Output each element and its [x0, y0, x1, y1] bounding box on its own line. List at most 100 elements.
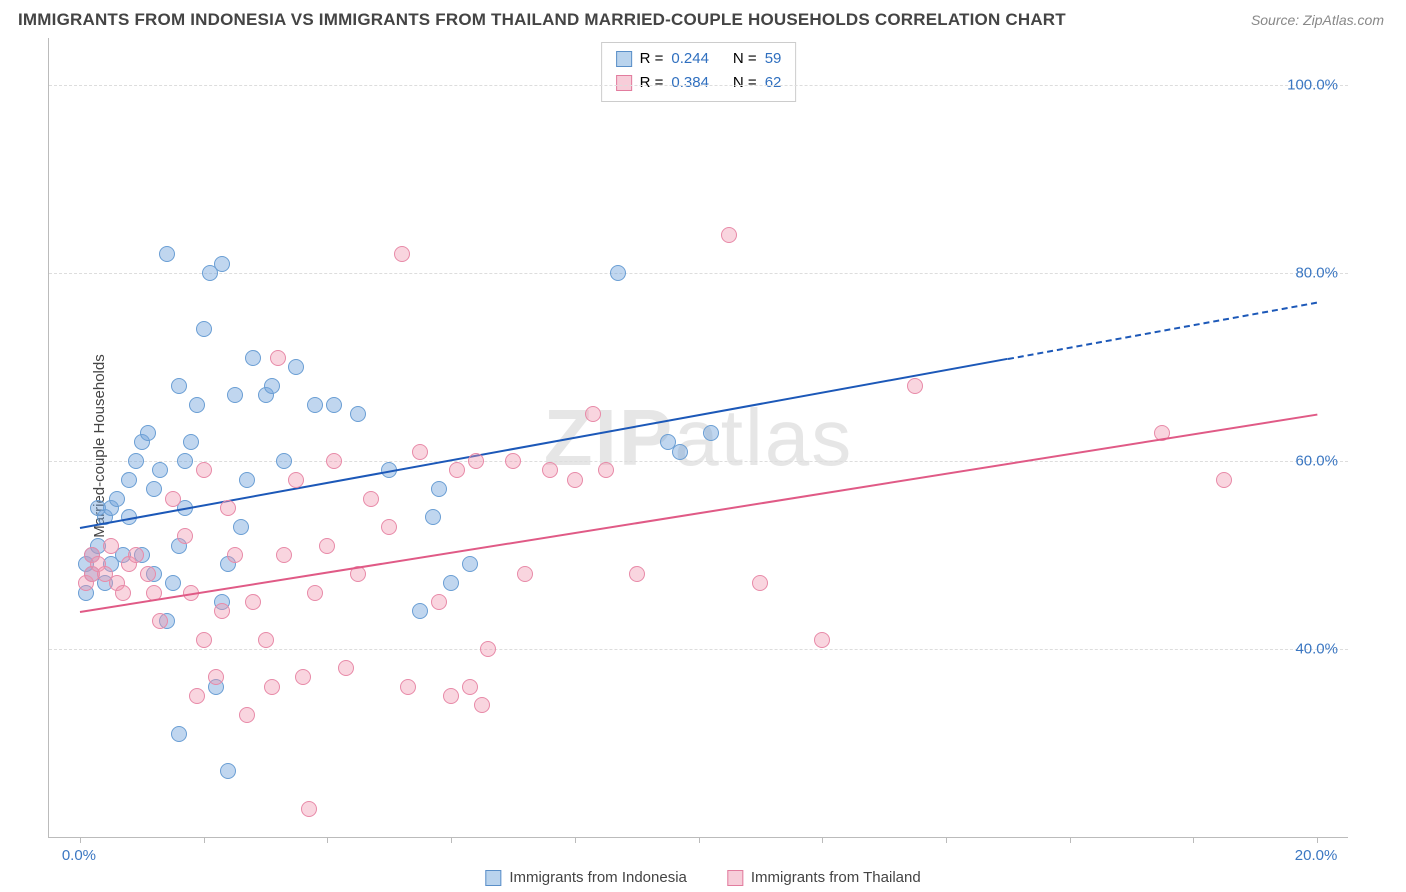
data-point: [288, 472, 304, 488]
data-point: [350, 406, 366, 422]
data-point: [196, 632, 212, 648]
data-point: [233, 519, 249, 535]
swatch-indonesia-icon: [485, 870, 501, 886]
data-point: [400, 679, 416, 695]
data-point: [672, 444, 688, 460]
data-point: [431, 594, 447, 610]
x-tick: [451, 837, 452, 843]
data-point: [245, 594, 261, 610]
source-attribution: Source: ZipAtlas.com: [1251, 12, 1384, 28]
swatch-thailand-icon: [616, 75, 632, 91]
chart-container: IMMIGRANTS FROM INDONESIA VS IMMIGRANTS …: [0, 0, 1406, 892]
data-point: [227, 387, 243, 403]
data-point: [338, 660, 354, 676]
data-point: [128, 453, 144, 469]
y-tick-label: 60.0%: [1295, 453, 1338, 470]
data-point: [381, 519, 397, 535]
data-point: [103, 538, 119, 554]
data-point: [394, 246, 410, 262]
data-point: [165, 491, 181, 507]
n-label: N =: [733, 47, 757, 71]
data-point: [214, 603, 230, 619]
data-point: [629, 566, 645, 582]
x-tick: [1193, 837, 1194, 843]
r-value-thailand: 0.384: [671, 71, 709, 95]
data-point: [907, 378, 923, 394]
legend-row-thailand: R = 0.384 N = 62: [616, 71, 782, 95]
data-point: [227, 547, 243, 563]
n-value-thailand: 62: [765, 71, 782, 95]
data-point: [276, 453, 292, 469]
data-point: [177, 453, 193, 469]
trendline-extrapolation: [1008, 301, 1318, 359]
data-point: [214, 256, 230, 272]
x-tick: [80, 837, 81, 843]
data-point: [307, 585, 323, 601]
data-point: [295, 669, 311, 685]
y-tick-label: 40.0%: [1295, 641, 1338, 658]
data-point: [567, 472, 583, 488]
data-point: [208, 669, 224, 685]
data-point: [542, 462, 558, 478]
x-tick-label: 20.0%: [1295, 847, 1338, 864]
data-point: [115, 585, 131, 601]
data-point: [140, 566, 156, 582]
data-point: [189, 397, 205, 413]
data-point: [171, 378, 187, 394]
data-point: [258, 632, 274, 648]
data-point: [177, 528, 193, 544]
data-point: [326, 397, 342, 413]
gridline: [49, 649, 1348, 650]
legend-item-thailand: Immigrants from Thailand: [727, 869, 921, 886]
data-point: [517, 566, 533, 582]
x-tick: [204, 837, 205, 843]
data-point: [239, 472, 255, 488]
data-point: [307, 397, 323, 413]
legend-row-indonesia: R = 0.244 N = 59: [616, 47, 782, 71]
r-value-indonesia: 0.244: [671, 47, 709, 71]
data-point: [301, 801, 317, 817]
data-point: [443, 688, 459, 704]
data-point: [152, 462, 168, 478]
legend-label-thailand: Immigrants from Thailand: [751, 869, 921, 886]
data-point: [431, 481, 447, 497]
data-point: [264, 378, 280, 394]
correlation-legend: R = 0.244 N = 59 R = 0.384 N = 62: [601, 42, 797, 102]
data-point: [196, 321, 212, 337]
data-point: [183, 434, 199, 450]
n-label: N =: [733, 71, 757, 95]
series-legend: Immigrants from Indonesia Immigrants fro…: [485, 869, 920, 886]
data-point: [505, 453, 521, 469]
x-tick: [1070, 837, 1071, 843]
data-point: [276, 547, 292, 563]
plot-area: ZIPatlas R = 0.244 N = 59 R = 0.384 N = …: [48, 38, 1348, 838]
data-point: [752, 575, 768, 591]
x-tick-label: 0.0%: [62, 847, 96, 864]
data-point: [171, 726, 187, 742]
data-point: [165, 575, 181, 591]
data-point: [363, 491, 379, 507]
data-point: [412, 603, 428, 619]
watermark-rest: atlas: [674, 393, 853, 482]
data-point: [189, 688, 205, 704]
data-point: [468, 453, 484, 469]
swatch-indonesia-icon: [616, 51, 632, 67]
x-tick: [575, 837, 576, 843]
gridline: [49, 461, 1348, 462]
data-point: [1216, 472, 1232, 488]
data-point: [220, 500, 236, 516]
data-point: [443, 575, 459, 591]
data-point: [319, 538, 335, 554]
legend-label-indonesia: Immigrants from Indonesia: [509, 869, 687, 886]
r-label: R =: [640, 47, 664, 71]
data-point: [264, 679, 280, 695]
data-point: [270, 350, 286, 366]
data-point: [146, 481, 162, 497]
data-point: [288, 359, 304, 375]
data-point: [598, 462, 614, 478]
data-point: [425, 509, 441, 525]
data-point: [449, 462, 465, 478]
data-point: [140, 425, 156, 441]
r-label: R =: [640, 71, 664, 95]
trendline: [80, 358, 1008, 529]
